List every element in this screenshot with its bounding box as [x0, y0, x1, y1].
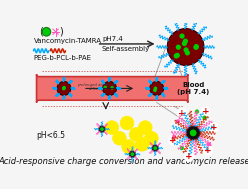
Circle shape: [42, 28, 51, 36]
Circle shape: [99, 126, 105, 132]
Circle shape: [176, 45, 180, 49]
Circle shape: [131, 153, 133, 155]
Circle shape: [201, 107, 210, 116]
Text: delivery: delivery: [89, 87, 104, 91]
Text: pH<6.5: pH<6.5: [36, 131, 65, 140]
Text: (: (: [39, 27, 43, 37]
Circle shape: [203, 116, 207, 120]
Circle shape: [113, 131, 126, 145]
FancyBboxPatch shape: [36, 74, 188, 102]
Text: +: +: [185, 152, 193, 161]
Text: Self-assembly: Self-assembly: [102, 46, 150, 52]
Circle shape: [120, 116, 134, 130]
Circle shape: [185, 152, 193, 161]
Circle shape: [176, 120, 180, 123]
Circle shape: [150, 82, 163, 95]
Circle shape: [186, 51, 189, 55]
Text: Acid-responsive charge conversion and vancomycin release: Acid-responsive charge conversion and va…: [0, 157, 248, 166]
Circle shape: [63, 88, 65, 90]
Text: pH7.4: pH7.4: [102, 36, 123, 42]
Text: +: +: [178, 109, 186, 118]
Circle shape: [152, 145, 158, 151]
Circle shape: [167, 29, 204, 65]
Circle shape: [154, 89, 156, 91]
Circle shape: [184, 39, 187, 43]
Circle shape: [174, 54, 178, 58]
Circle shape: [186, 126, 200, 140]
Circle shape: [184, 48, 188, 52]
Text: +: +: [202, 107, 209, 116]
Text: PEG-b-PCL-b-PAE: PEG-b-PCL-b-PAE: [33, 55, 92, 61]
Circle shape: [129, 128, 143, 141]
Circle shape: [209, 123, 218, 132]
Circle shape: [175, 53, 179, 57]
Circle shape: [194, 45, 198, 49]
Circle shape: [207, 142, 210, 146]
Circle shape: [154, 87, 157, 90]
Circle shape: [122, 140, 135, 153]
Circle shape: [203, 146, 213, 155]
Text: ): ): [59, 27, 63, 37]
Circle shape: [101, 128, 103, 130]
Text: prolonged antibiotic: prolonged antibiotic: [77, 83, 116, 87]
Circle shape: [129, 151, 135, 157]
Circle shape: [104, 86, 106, 89]
Text: Vancomycin-TAMRA: Vancomycin-TAMRA: [33, 38, 101, 44]
Circle shape: [111, 87, 113, 89]
Circle shape: [154, 147, 156, 149]
Text: +: +: [210, 123, 217, 132]
Circle shape: [57, 82, 71, 95]
Text: Blood
(pH 7.4): Blood (pH 7.4): [177, 82, 209, 95]
Circle shape: [135, 137, 149, 151]
Circle shape: [138, 121, 152, 134]
Circle shape: [190, 130, 196, 136]
Text: +: +: [169, 136, 177, 145]
Circle shape: [172, 135, 176, 139]
Circle shape: [145, 131, 158, 145]
Circle shape: [180, 146, 184, 150]
Circle shape: [105, 121, 119, 134]
Circle shape: [195, 110, 199, 114]
Circle shape: [169, 136, 178, 145]
Circle shape: [103, 82, 116, 95]
Circle shape: [183, 42, 186, 45]
Circle shape: [194, 45, 198, 49]
Circle shape: [177, 109, 186, 118]
Circle shape: [180, 34, 184, 38]
Circle shape: [63, 87, 65, 89]
Text: +: +: [204, 146, 212, 155]
